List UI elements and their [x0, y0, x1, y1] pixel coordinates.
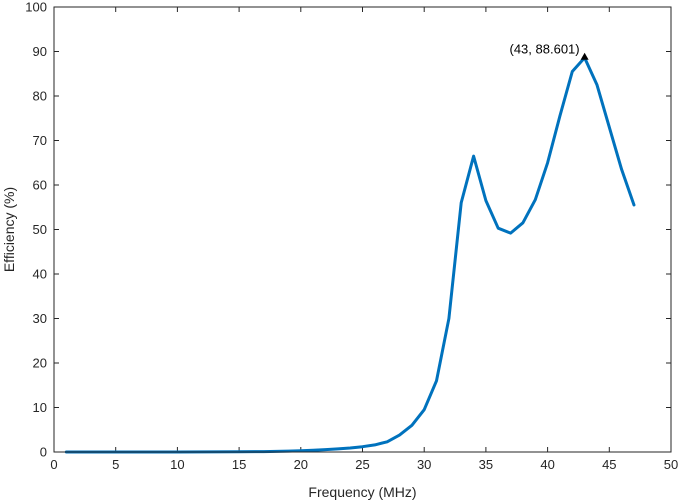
datatip-label: (43, 88.601) [510, 42, 580, 57]
y-axis-label: Efficiency (%) [1, 187, 17, 272]
x-tick-label: 20 [294, 457, 308, 472]
y-tick-label: 20 [33, 356, 47, 371]
y-tick-label: 0 [40, 445, 47, 460]
y-tick-label: 70 [33, 133, 47, 148]
x-tick-label: 50 [664, 457, 678, 472]
x-tick-label: 10 [170, 457, 184, 472]
y-tick-label: 80 [33, 89, 47, 104]
x-tick-label: 45 [602, 457, 616, 472]
y-tick-label: 90 [33, 44, 47, 59]
annotations: (43, 88.601) [510, 42, 589, 60]
x-tick-label: 25 [355, 457, 369, 472]
y-tick-label: 10 [33, 400, 47, 415]
series-lines [64, 56, 636, 454]
efficiency-line [64, 56, 636, 454]
tick-marks [53, 6, 672, 453]
y-tick-label: 30 [33, 311, 47, 326]
y-tick-label: 60 [33, 178, 47, 193]
tick-labels: 0 5 10 15 20 25 30 35 40 45 50 0 10 20 30 40 50 60 70 80 90 1… [25, 0, 678, 472]
datatip-marker [580, 52, 589, 60]
y-tick-label: 50 [33, 222, 47, 237]
plot-area-border [53, 6, 672, 453]
x-tick-label: 30 [417, 457, 431, 472]
y-tick-label: 40 [33, 267, 47, 282]
y-tick-label: 100 [25, 0, 47, 15]
x-tick-label: 5 [112, 457, 119, 472]
x-tick-label: 40 [540, 457, 554, 472]
x-tick-label: 35 [479, 457, 493, 472]
x-tick-label: 0 [50, 457, 57, 472]
x-tick-label: 15 [232, 457, 246, 472]
x-axis-label: Frequency (MHz) [308, 484, 416, 500]
